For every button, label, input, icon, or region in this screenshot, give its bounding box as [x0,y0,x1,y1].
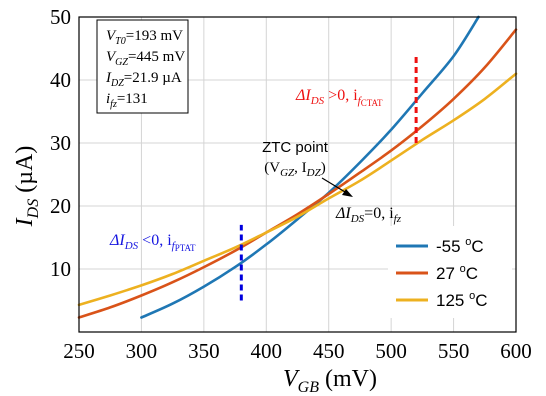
series-line [77,28,518,319]
parameter-box: VT0=193 mV VGZ=445 mV IDZ=21.9 µA ifz=131 [96,19,189,114]
parameter-line: IDZ=21.9 µA [105,70,182,89]
ctat-annotation: ΔIDS >0, ifCTAT [295,87,383,108]
x-tick-label: 550 [438,339,470,363]
y-tick-label: 20 [50,194,71,218]
y-tick-label: 30 [50,131,71,155]
tick-labels: 250 300 350 400 450 500 550 600 10 20 30 40 50 [50,5,532,363]
ztc-label-line1: ZTC point [262,139,329,156]
zero-delta-annotation: ΔIDS=0, ifz [335,205,402,225]
plot-frame [78,16,517,333]
x-tick-label: 350 [188,339,220,363]
y-tick-label: 50 [50,5,71,29]
x-tick-label: 400 [251,339,283,363]
x-tick-label: 500 [375,339,407,363]
series-layer [77,15,518,319]
legend: -55 oC 27 oC 125 oC [388,226,512,318]
y-axis-label: IDS (µA) [12,146,42,228]
ztc-annotation: ZTC point (VGZ, IDZ) [262,139,353,197]
parameter-line: ifz=131 [106,91,148,110]
series-line [77,72,518,307]
x-tick-label: 250 [63,339,95,363]
ztc-label-line2: (VGZ, IDZ) [264,160,325,179]
parameter-line: VGZ=445 mV [106,49,185,68]
marker-layer [239,54,418,301]
legend-label: 125 oC [436,290,488,310]
x-tick-label: 600 [500,339,532,363]
legend-label: 27 oC [436,263,478,283]
x-axis-label: VGB (mV) [283,366,377,396]
x-tick-label: 300 [126,339,158,363]
ztc-arrow-head [342,189,353,197]
y-tick-label: 40 [50,68,71,92]
legend-label: -55 oC [436,236,484,256]
parameter-line: VT0=193 mV [106,28,183,47]
y-tick-label: 10 [50,257,71,281]
ptat-annotation: ΔIDS <0, ifPTAT [109,232,196,253]
x-tick-label: 450 [313,339,345,363]
